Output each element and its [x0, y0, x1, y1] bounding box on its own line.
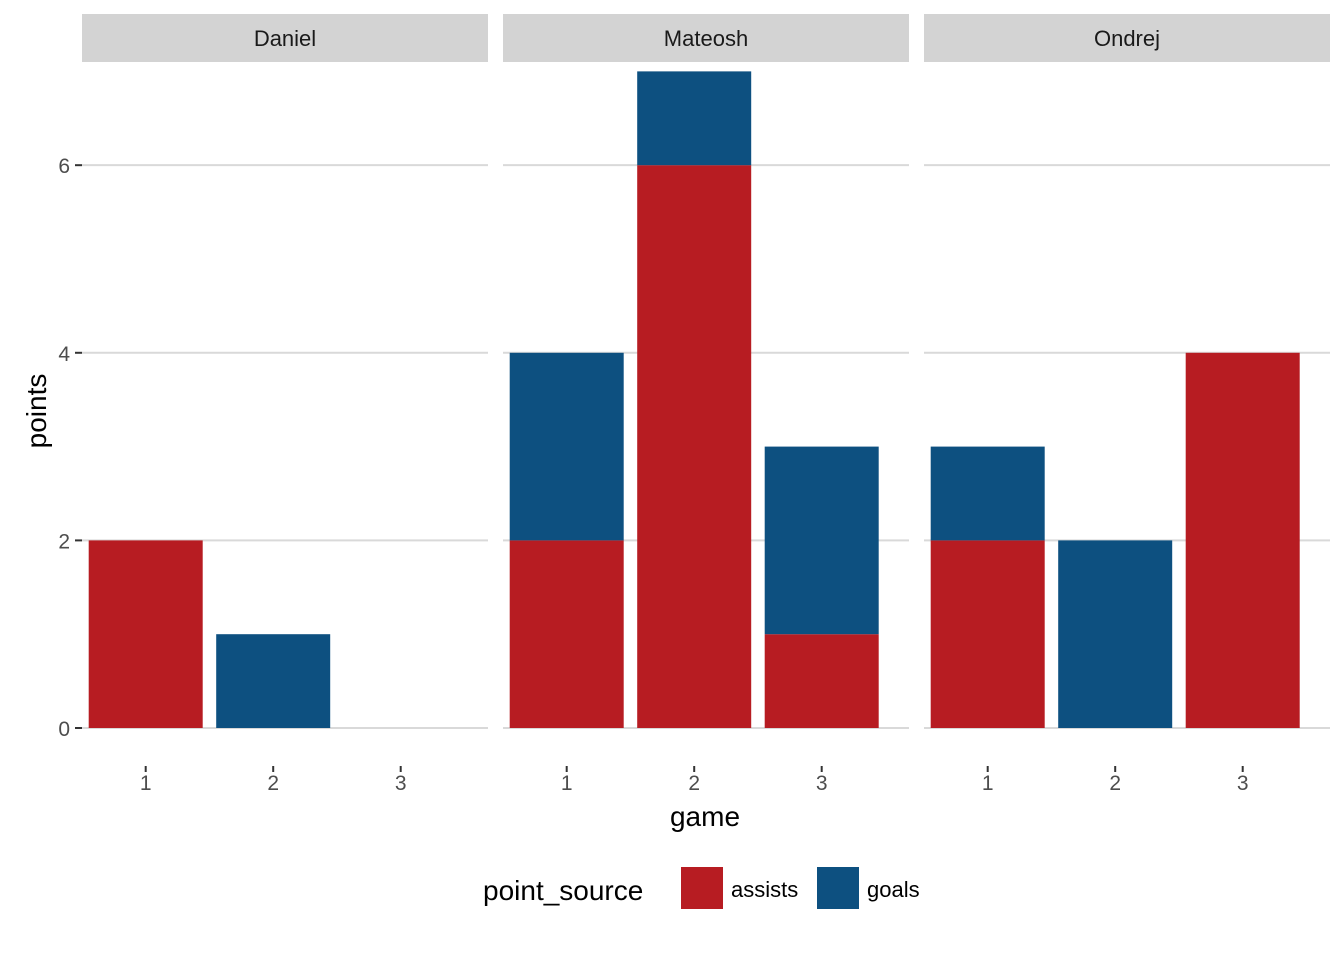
facet-panel-mateosh: Mateosh 1 2 3 — [503, 14, 909, 795]
facet-panel-ondrej: Ondrej 1 2 3 — [924, 14, 1330, 795]
legend-key-assists — [681, 867, 723, 909]
bar-mateosh-game-3-assists — [764, 634, 879, 728]
bar-ondrej-game-1-assists — [930, 540, 1045, 728]
legend: point_source assists goals — [483, 867, 920, 909]
x-axis-title: game — [670, 801, 740, 832]
facet-panel-daniel: Daniel 1 2 3 — [82, 14, 488, 795]
y-tick-label: 0 — [58, 718, 70, 741]
y-axis-title: points — [21, 374, 52, 449]
x-tick-label: 3 — [1237, 772, 1249, 795]
bar-ondrej-game-1-goals — [930, 446, 1045, 541]
legend-title: point_source — [483, 875, 643, 906]
facet-strip-label: Mateosh — [664, 26, 748, 51]
x-tick-label: 3 — [816, 772, 828, 795]
bar-ondrej-game-2-goals — [1058, 540, 1173, 728]
legend-key-goals — [817, 867, 859, 909]
bar-mateosh-game-3-goals — [764, 446, 879, 635]
y-tick-label: 6 — [58, 155, 70, 178]
bar-mateosh-game-1-assists — [509, 540, 624, 728]
x-tick-label: 2 — [267, 772, 279, 795]
y-tick-label: 4 — [58, 343, 70, 366]
y-tick-label: 2 — [58, 530, 70, 553]
bar-daniel-game-2-goals — [216, 634, 331, 728]
x-tick-label: 1 — [982, 772, 994, 795]
bar-mateosh-game-2-assists — [637, 165, 752, 728]
facet-strip-label: Daniel — [254, 26, 316, 51]
x-tick-label: 1 — [561, 772, 573, 795]
bar-daniel-game-1-assists — [88, 540, 203, 728]
y-axis: 0 2 4 6 — [58, 155, 82, 741]
x-tick-label: 1 — [140, 772, 152, 795]
facet-strip — [503, 14, 909, 62]
x-tick-label: 3 — [395, 772, 407, 795]
x-tick-label: 2 — [688, 772, 700, 795]
facet-strip-label: Ondrej — [1094, 26, 1160, 51]
facet-panels: Daniel 1 2 3 Mateosh 1 2 3 Ondrej 1 2 3 — [82, 14, 1330, 795]
bar-mateosh-game-1-goals — [509, 352, 624, 541]
bar-ondrej-game-3-assists — [1185, 352, 1300, 728]
facet-strip — [82, 14, 488, 62]
legend-label-assists: assists — [731, 877, 798, 902]
legend-label-goals: goals — [867, 877, 920, 902]
facet-strip — [924, 14, 1330, 62]
x-tick-label: 2 — [1109, 772, 1121, 795]
bar-mateosh-game-2-goals — [637, 71, 752, 166]
